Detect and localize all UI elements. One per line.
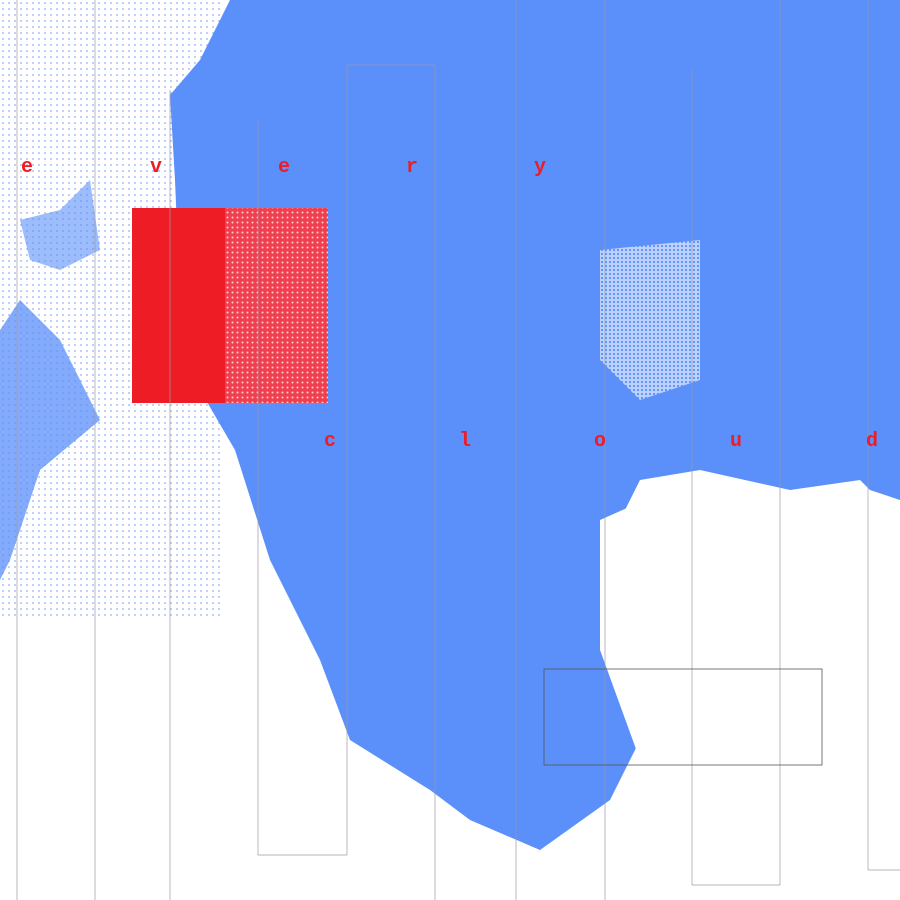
cloud-mass [170, 0, 900, 850]
letter-u: u [729, 430, 743, 453]
letter-e: e [277, 156, 291, 179]
left-cloud-fragment [0, 300, 100, 580]
letter-c: c [323, 430, 337, 453]
vertical-strip-lines [16, 0, 900, 900]
letter-o: o [593, 430, 607, 453]
left-top-fragment [20, 180, 100, 270]
red-square-light-half [225, 208, 328, 403]
letter-y: y [533, 156, 547, 179]
letter-d: d [865, 430, 879, 453]
letter-e: e [20, 156, 34, 179]
cloud-mid-texture [600, 240, 700, 400]
letter-v: v [149, 156, 163, 179]
cloud-coast-white [600, 480, 900, 900]
letter-l: l [458, 430, 472, 453]
letter-r: r [405, 156, 419, 179]
outline-rectangle [543, 668, 823, 766]
